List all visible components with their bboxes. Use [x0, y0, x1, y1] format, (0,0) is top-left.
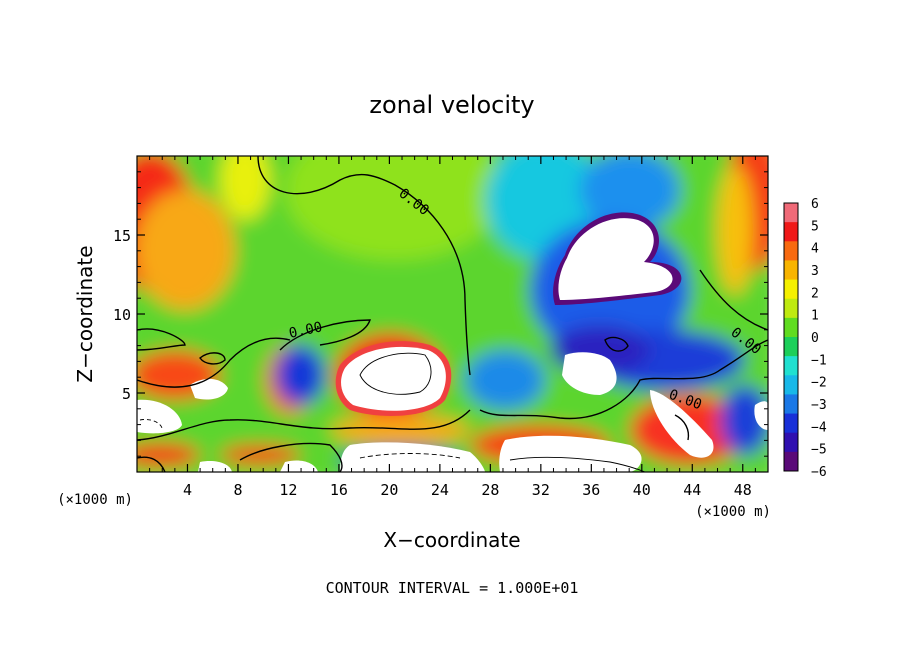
x-tick-label: 44 [683, 481, 701, 499]
contour-interval-note: CONTOUR INTERVAL = 1.000E+01 [326, 579, 579, 597]
colorbar-tick-label: 4 [811, 242, 819, 257]
colorbar-tick-label: −6 [811, 465, 827, 480]
colorbar-swatch [784, 356, 798, 376]
y-tick-label: 15 [113, 227, 131, 245]
colorbar-tick-label: 3 [811, 264, 819, 279]
x-axis: 4 8 12 16 20 24 28 32 36 40 44 48 [149, 156, 756, 499]
x-tick-label: 32 [532, 481, 550, 499]
y-tick-label: 10 [113, 306, 131, 324]
colorbar-tick-label: 6 [811, 197, 819, 212]
colorbar-tick-label: −3 [811, 398, 827, 413]
y-axis: 5 10 15 [113, 171, 768, 457]
colorbar-swatch [784, 298, 798, 319]
colorbar-tick-label: 5 [811, 219, 819, 234]
colorbar-swatch [784, 203, 798, 223]
colorbar-swatch [784, 222, 798, 242]
colorbar-tick-label: 2 [811, 286, 819, 301]
colorbar-tick-label: 1 [811, 309, 819, 324]
velocity-field [137, 156, 768, 472]
colorbar-swatch [784, 260, 798, 281]
colorbar-tick-label: −2 [811, 376, 827, 391]
y-tick-label: 5 [122, 385, 131, 403]
colorbar-swatch [784, 394, 798, 415]
x-tick-label: 40 [633, 481, 651, 499]
x-tick-label: 24 [431, 481, 449, 499]
colorbar-frame [783, 202, 799, 472]
x-axis-unit-left: (×1000 m) [57, 492, 133, 508]
colorbar-tick-label: −5 [811, 443, 827, 458]
colorbar-tick-label: −4 [811, 420, 827, 435]
x-tick-label: 28 [481, 481, 499, 499]
x-tick-label: 16 [330, 481, 348, 499]
x-axis-unit-right: (×1000 m) [695, 504, 771, 520]
x-tick-label: 48 [734, 481, 752, 499]
contour-label: 0.00 [288, 319, 324, 342]
x-tick-label: 8 [233, 481, 242, 499]
colorbar-swatch [784, 279, 798, 300]
colorbar-swatch [784, 432, 798, 453]
colorbar-swatch [784, 451, 798, 472]
x-tick-label: 12 [279, 481, 297, 499]
colorbar-tick-label: 0 [811, 331, 819, 346]
colorbar-swatch [784, 413, 798, 434]
colorbar-swatch [784, 317, 798, 338]
y-axis-title: Z−coordinate [73, 245, 97, 382]
colorbar-swatch [784, 241, 798, 261]
x-tick-label: 20 [380, 481, 398, 499]
x-tick-label: 36 [582, 481, 600, 499]
x-axis-title: X−coordinate [383, 528, 520, 552]
contour-lines [137, 156, 768, 472]
colorbar-tick-label: −1 [811, 353, 827, 368]
chart-title: zonal velocity [369, 91, 534, 119]
colorbar: 6 5 4 3 2 1 0 −1 −2 −3 −4 −5 −6 [783, 197, 827, 480]
colorbar-swatch [784, 375, 798, 395]
colorbar-swatch [784, 337, 798, 357]
x-tick-label: 4 [183, 481, 192, 499]
